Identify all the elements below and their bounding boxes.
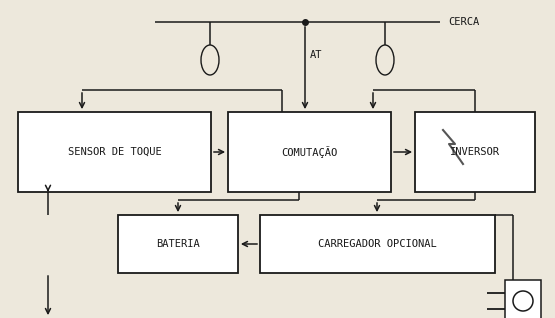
Text: CERCA: CERCA (448, 17, 480, 27)
Ellipse shape (376, 45, 394, 75)
Text: AT: AT (310, 50, 322, 60)
FancyBboxPatch shape (118, 215, 238, 273)
Text: CARREGADOR OPCIONAL: CARREGADOR OPCIONAL (318, 239, 437, 249)
FancyBboxPatch shape (18, 112, 211, 192)
Ellipse shape (201, 45, 219, 75)
Text: INVERSOR: INVERSOR (450, 147, 500, 157)
Text: COMUTAÇÃO: COMUTAÇÃO (281, 146, 337, 158)
Text: SENSOR DE TOQUE: SENSOR DE TOQUE (68, 147, 162, 157)
FancyBboxPatch shape (228, 112, 391, 192)
FancyBboxPatch shape (505, 280, 541, 318)
FancyBboxPatch shape (260, 215, 495, 273)
Circle shape (513, 291, 533, 311)
Text: BATERIA: BATERIA (156, 239, 200, 249)
FancyBboxPatch shape (415, 112, 535, 192)
